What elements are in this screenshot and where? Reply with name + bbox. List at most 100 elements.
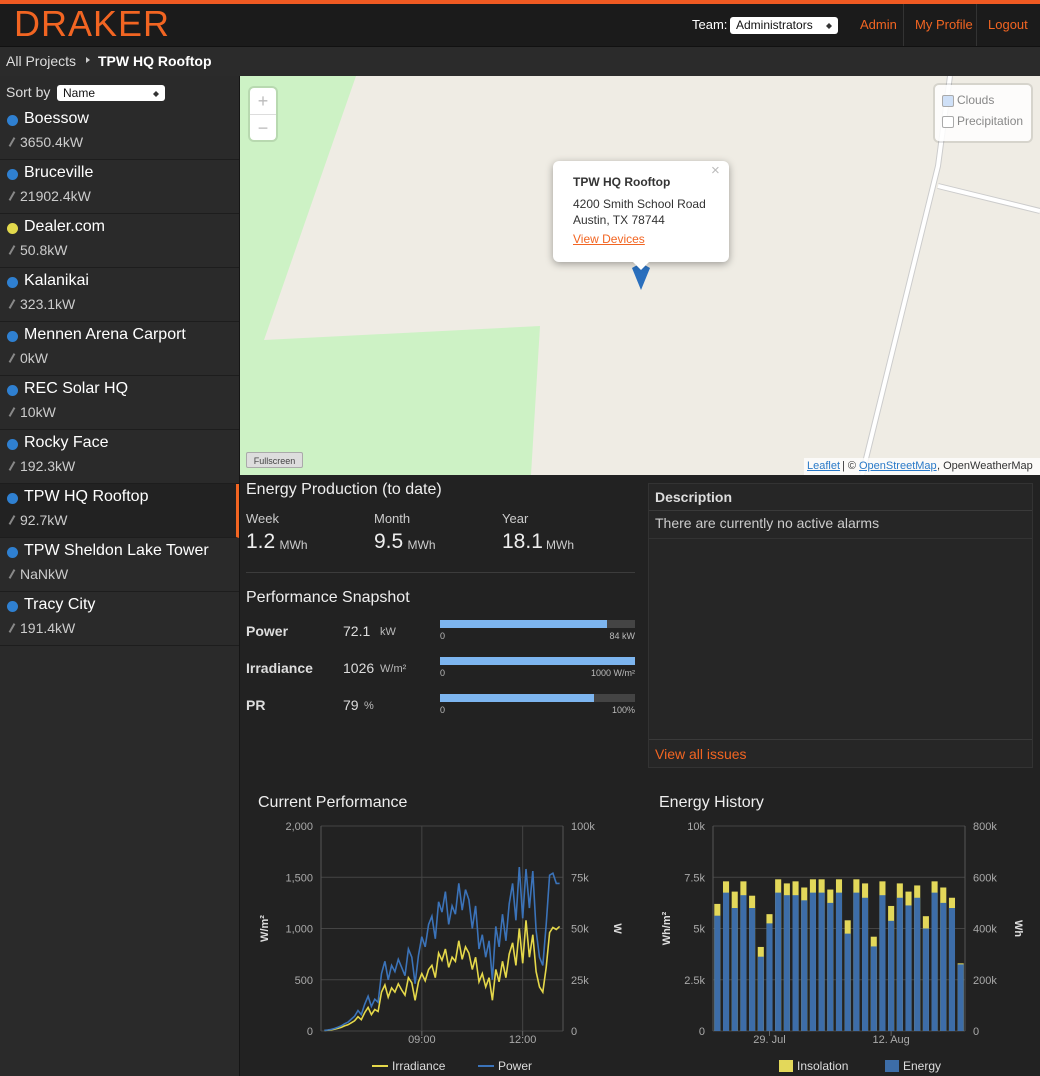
nav-link[interactable]: Logout bbox=[988, 17, 1028, 32]
gauge-bar bbox=[440, 657, 635, 665]
gauge-max: 100% bbox=[611, 705, 635, 715]
project-name: Dealer.com bbox=[24, 218, 105, 235]
bar bbox=[896, 897, 903, 1031]
project-item[interactable]: REC Solar HQ 10kW bbox=[0, 376, 239, 430]
attribution-text: | © bbox=[842, 460, 857, 472]
energy-unit: MWh bbox=[407, 538, 436, 552]
layer-control: Clouds Precipitation bbox=[935, 85, 1031, 141]
breadcrumb-current: TPW HQ Rooftop bbox=[98, 53, 212, 69]
snapshot-label: Irradiance bbox=[246, 660, 313, 676]
zoom-button[interactable]: − bbox=[250, 114, 276, 141]
project-item[interactable]: Tracy City 191.4kW bbox=[0, 592, 239, 646]
attribution-text[interactable]: OpenStreetMap bbox=[859, 460, 937, 472]
bar bbox=[948, 908, 956, 1031]
fullscreen-button[interactable]: Fullscreen bbox=[246, 452, 303, 468]
power-icon bbox=[8, 569, 16, 579]
y-tick-label: 5k bbox=[693, 924, 705, 936]
nav-link[interactable]: My Profile bbox=[915, 17, 973, 32]
gauge-track bbox=[440, 620, 635, 628]
popup-close[interactable]: × bbox=[711, 162, 720, 179]
energy-title: Energy Production (to date) bbox=[246, 481, 442, 498]
project-power: NaNkW bbox=[20, 566, 69, 582]
project-name: Rocky Face bbox=[24, 434, 109, 451]
bar bbox=[870, 946, 877, 1031]
y2-tick-label: 0 bbox=[973, 1026, 979, 1038]
status-dot bbox=[7, 115, 18, 126]
bar bbox=[827, 902, 834, 1031]
bar bbox=[766, 923, 773, 1031]
bar bbox=[722, 892, 730, 1031]
snapshot-unit: W/m² bbox=[380, 663, 407, 675]
attribution-text[interactable]: Leaflet bbox=[807, 460, 841, 472]
status-dot bbox=[7, 169, 18, 180]
chart-title: Energy History bbox=[659, 794, 764, 811]
x-tick-label: 12. Aug bbox=[872, 1034, 909, 1046]
charts: Current Performance W/m² W 0 500 1,000 1,500 2,… bbox=[258, 794, 1024, 1073]
status-dot bbox=[7, 601, 18, 612]
attribution-text: , OpenWeatherMap bbox=[937, 460, 1033, 472]
bar bbox=[792, 895, 799, 1031]
description-text: There are currently no active alarms bbox=[655, 515, 880, 531]
map-tiles bbox=[240, 76, 1040, 475]
sort-select[interactable]: Name bbox=[57, 85, 165, 101]
team-label: Team: bbox=[692, 17, 728, 32]
project-power: 0kW bbox=[20, 350, 48, 366]
bar bbox=[740, 895, 747, 1031]
project-item[interactable]: Bruceville 21902.4kW bbox=[0, 160, 239, 214]
bar bbox=[714, 915, 721, 1031]
energy-value: 9.5 bbox=[374, 530, 404, 553]
bar bbox=[957, 964, 964, 1031]
header: DRAKER Team: Administrators Admin My Profile… bbox=[0, 0, 1040, 46]
bar bbox=[888, 920, 895, 1031]
project-item[interactable]: TPW Sheldon Lake Tower NaNkW bbox=[0, 538, 239, 592]
bar bbox=[775, 892, 782, 1031]
power-icon bbox=[8, 137, 16, 147]
x-tick-label: 09:00 bbox=[408, 1034, 436, 1046]
project-power: 50.8kW bbox=[20, 242, 68, 258]
project-power: 191.4kW bbox=[20, 620, 76, 636]
project-name: Mennen Arena Carport bbox=[24, 326, 186, 343]
breadcrumb-root[interactable]: All Projects bbox=[6, 53, 77, 69]
project-item[interactable]: Mennen Arena Carport 0kW bbox=[0, 322, 239, 376]
gauge-max: 84 kW bbox=[609, 631, 635, 641]
issues-link[interactable]: View all issues bbox=[655, 746, 747, 762]
project-power: 10kW bbox=[20, 404, 56, 420]
project-name: Bruceville bbox=[24, 164, 94, 181]
project-name: Tracy City bbox=[24, 596, 96, 613]
energy-value: 18.1 bbox=[502, 530, 543, 553]
bar bbox=[783, 895, 790, 1031]
bar bbox=[818, 892, 825, 1031]
layer-checkbox[interactable] bbox=[942, 116, 954, 128]
rule bbox=[649, 739, 1032, 740]
project-name: Boessow bbox=[24, 110, 89, 127]
map: + − Clouds Precipitation × TPW HQ Rooftop 4200… bbox=[240, 76, 1040, 475]
project-power: 21902.4kW bbox=[20, 188, 91, 204]
gauge-bar bbox=[440, 620, 608, 628]
bar bbox=[809, 892, 816, 1031]
y2-tick-label: 600k bbox=[973, 872, 997, 884]
layer-checkbox[interactable] bbox=[942, 95, 954, 107]
description-panel: Description There are currently no active… bbox=[648, 483, 1033, 768]
popup-tip bbox=[633, 262, 649, 270]
project-item[interactable]: TPW HQ Rooftop 92.7kW bbox=[0, 484, 239, 538]
y-tick-label: 0 bbox=[307, 1026, 313, 1038]
team-select[interactable]: Administrators bbox=[730, 17, 838, 34]
status-dot bbox=[7, 547, 18, 558]
power-icon bbox=[8, 353, 16, 363]
rule bbox=[649, 538, 1032, 539]
bar bbox=[835, 892, 843, 1031]
popup-link[interactable]: View Devices bbox=[573, 232, 645, 246]
nav-link[interactable]: Admin bbox=[860, 17, 897, 32]
park-area bbox=[240, 76, 540, 475]
project-item[interactable]: Rocky Face 192.3kW bbox=[0, 430, 239, 484]
attribution: Leaflet | © OpenStreetMap, OpenWeatherMap bbox=[804, 458, 1040, 475]
y2-tick-label: 100k bbox=[571, 821, 595, 833]
bar bbox=[757, 956, 764, 1031]
gauge-max: 1000 W/m² bbox=[590, 668, 635, 678]
project-item[interactable]: Dealer.com 50.8kW bbox=[0, 214, 239, 268]
project-item[interactable]: Boessow 3650.4kW bbox=[0, 106, 239, 160]
zoom-button[interactable]: + bbox=[257, 91, 269, 111]
power-icon bbox=[8, 245, 16, 255]
y-tick-label: 1,000 bbox=[285, 924, 313, 936]
project-item[interactable]: Kalanikai 323.1kW bbox=[0, 268, 239, 322]
